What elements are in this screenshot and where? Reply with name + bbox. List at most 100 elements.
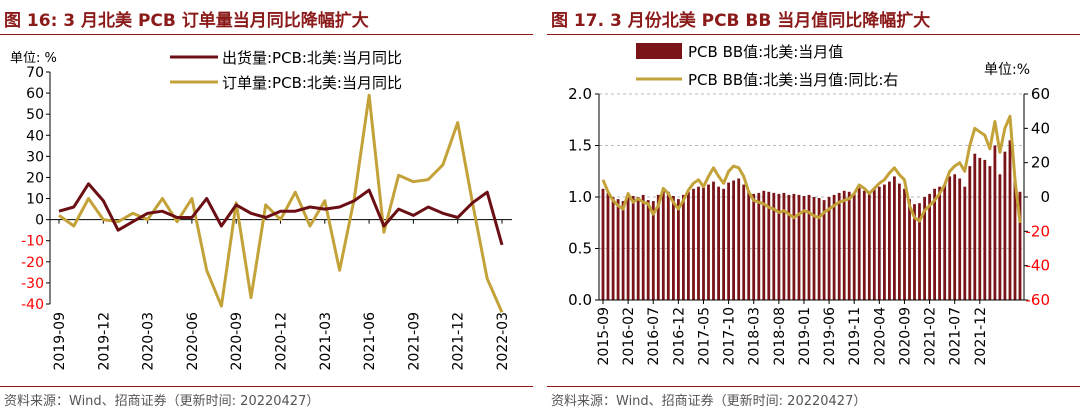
right-y-left-tick-label: 0.5	[568, 240, 592, 258]
right-x-tick-label: 2018-03	[747, 307, 763, 366]
right-bb-bar	[631, 196, 635, 300]
right-unit-label: 单位:%	[984, 62, 1030, 78]
right-x-tick-label: 2021-12	[973, 307, 989, 366]
right-y-right-tick-label: -40	[1026, 257, 1051, 275]
left-unit-label: 单位: %	[10, 51, 57, 66]
right-x-tick-label: 2019-11	[847, 307, 863, 366]
right-bb-bar	[787, 194, 791, 300]
right-bb-bar	[616, 199, 620, 300]
right-bb-bar	[817, 198, 821, 300]
right-bb-bar	[807, 194, 811, 300]
right-bb-bar	[857, 187, 861, 300]
right-bb-bar	[978, 157, 982, 300]
left-title-divider	[0, 34, 533, 35]
right-x-tick-label: 2017-10	[722, 307, 738, 366]
right-legend-swatch-bar	[636, 43, 682, 59]
right-bb-bar	[697, 186, 700, 300]
right-bb-bar	[792, 193, 796, 300]
right-bb-bar	[747, 190, 751, 300]
right-bb-bar	[641, 194, 645, 300]
right-bb-bar	[918, 203, 921, 300]
right-bb-bar	[651, 201, 655, 300]
left-bottom-divider	[0, 386, 533, 387]
left-chart-svg: 单位: % -40 -30 -20 -10 0 10 20 30 40 50 60 70 2019-09 2…	[10, 49, 512, 371]
right-chart-panel: 图 17. 3 月份北美 PCB BB 当月值同比降幅扩大 单位:% 0.0 0.5…	[547, 0, 1080, 415]
right-x-tick-label: 2015-09	[596, 307, 612, 366]
right-bb-bar	[968, 166, 972, 300]
right-bb-bar	[661, 190, 665, 300]
left-legend-label-order: 订单量:PCB:北美:当月同比	[222, 74, 402, 92]
right-bb-bar	[717, 186, 720, 300]
right-bb-bar	[883, 184, 886, 300]
right-bb-bar	[983, 159, 987, 300]
left-y-tick-label: 50	[26, 107, 44, 123]
right-bb-bar	[812, 197, 816, 300]
right-bb-yoy-line	[601, 114, 1022, 223]
right-x-tick-label: 2016-12	[671, 307, 687, 366]
left-y-tick-label: -20	[21, 255, 44, 271]
left-x-tick-label: 2019-09	[52, 312, 68, 371]
left-y-tick-label: 60	[26, 86, 44, 102]
right-bb-bar	[1018, 191, 1022, 300]
right-bb-bar	[797, 194, 801, 300]
right-bb-bar	[1003, 151, 1007, 300]
right-x-tick-label: 2021-02	[923, 307, 939, 366]
right-bb-bar	[742, 184, 746, 300]
right-y-left-tick-label: 2.0	[568, 85, 592, 103]
right-bb-bar	[656, 194, 660, 300]
left-order-yoy-line	[58, 93, 504, 314]
right-bb-bar	[611, 197, 615, 300]
left-legend-label-shipment: 出货量:PCB:北美:当月同比	[222, 49, 402, 67]
right-y-left-tick-label: 1.5	[568, 137, 592, 155]
left-x-tick-label: 2021-12	[451, 312, 467, 371]
right-y-left-tick-label: 1.0	[568, 188, 592, 206]
right-bb-bar	[646, 200, 650, 300]
right-bb-bar	[923, 197, 926, 300]
right-bb-bar	[913, 204, 916, 300]
right-bb-bar	[938, 186, 941, 300]
right-bottom-divider	[547, 386, 1080, 387]
right-bb-bar	[687, 191, 690, 300]
right-bb-bar	[737, 178, 741, 300]
left-x-tick-label: 2020-09	[229, 312, 245, 371]
right-bb-bar	[867, 192, 871, 300]
left-y-tick-label: 40	[26, 128, 44, 144]
right-bb-bar	[626, 194, 630, 300]
right-bb-bar	[606, 192, 610, 300]
right-chart-source: 资料来源：Wind、招商证券（更新时间: 20220427）	[551, 394, 867, 409]
right-bb-bar	[707, 184, 710, 300]
right-x-tick-label: 2018-08	[772, 307, 788, 366]
right-bb-bar	[943, 184, 947, 300]
right-bb-bar	[727, 182, 730, 300]
right-bb-bar	[712, 181, 715, 300]
right-legend-label-bar: PCB BB值:北美:当月值	[688, 43, 843, 61]
right-bb-bar	[993, 145, 997, 300]
left-x-tick-label: 2019-12	[96, 312, 112, 371]
right-bb-bar	[847, 191, 851, 300]
right-x-tick-label: 2019-06	[822, 307, 838, 366]
right-chart-title: 图 17. 3 月份北美 PCB BB 当月值同比降幅扩大	[551, 11, 931, 31]
right-x-tick-label: 2019-01	[797, 307, 813, 366]
left-x-tick-label: 2020-12	[274, 312, 290, 371]
right-bb-bar	[963, 186, 967, 300]
right-y-right-tick-label: -20	[1026, 222, 1051, 240]
right-x-tick-label: 2016-02	[621, 307, 637, 366]
right-bb-bar	[953, 174, 957, 300]
left-y-tick-label: 30	[26, 149, 44, 165]
right-bb-bar	[877, 186, 881, 300]
right-x-tick-label: 2021-07	[948, 307, 964, 366]
right-bb-bar	[666, 191, 670, 300]
right-bb-bar	[832, 194, 836, 300]
right-x-tick-label: 2020-04	[872, 307, 888, 366]
right-bb-bar	[908, 199, 911, 300]
right-bb-bar	[762, 190, 766, 300]
right-y-right-tick-label: 20	[1031, 154, 1050, 172]
right-bb-bar	[767, 191, 771, 300]
right-x-tick-label: 2017-05	[696, 307, 712, 366]
left-x-tick-label: 2020-03	[141, 312, 157, 371]
right-bb-bar	[621, 201, 625, 300]
right-bb-bar	[998, 174, 1002, 300]
right-bb-bar	[782, 192, 786, 300]
right-bb-bar	[692, 188, 695, 300]
right-y-right-tick-label: 60	[1031, 85, 1050, 103]
